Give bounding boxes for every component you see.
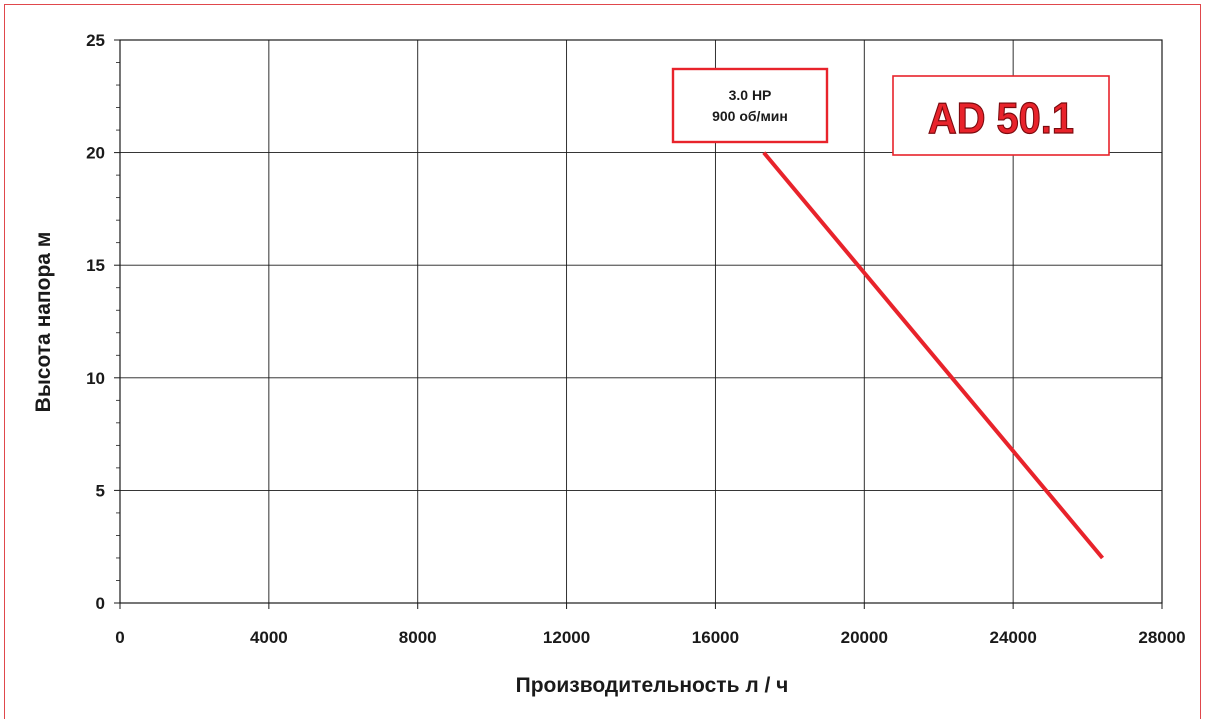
x-tick-label: 0 (115, 628, 124, 647)
x-tick-label: 20000 (841, 628, 888, 647)
y-tick-label: 5 (96, 481, 105, 500)
y-tick-label: 15 (86, 256, 105, 275)
x-tick-label: 4000 (250, 628, 288, 647)
y-tick-label: 25 (86, 31, 105, 50)
series-lines (762, 151, 1105, 560)
x-tick-labels: 0 4000 8000 12000 16000 20000 24000 28000 (115, 628, 1185, 647)
curve-label-speed: 900 об/мин (712, 108, 788, 124)
x-tick-label: 16000 (692, 628, 739, 647)
grid-lines (120, 40, 1162, 603)
curve-label-box: 3.0 HP 900 об/мин (671, 67, 829, 144)
y-axis-title: Высота напора м (32, 232, 55, 413)
y-tick-label: 0 (96, 594, 105, 613)
x-tick-label: 8000 (399, 628, 437, 647)
model-label: AD 50.1 (928, 94, 1074, 143)
x-tick-label: 12000 (543, 628, 590, 647)
model-label-box: AD 50.1 (892, 75, 1110, 156)
minor-ticks (114, 39, 1163, 609)
y-tick-label: 10 (86, 369, 105, 388)
x-tick-label: 28000 (1138, 628, 1185, 647)
page-frame (4, 4, 1201, 719)
y-tick-labels: 0 5 10 15 20 25 (86, 31, 105, 613)
series-line-0 (762, 151, 1105, 560)
curve-label-power: 3.0 HP (729, 87, 772, 103)
y-tick-label: 20 (86, 144, 105, 163)
plot-area-border (119, 39, 1163, 604)
x-axis-title: Производительность л / ч (516, 674, 789, 697)
x-tick-label: 24000 (990, 628, 1037, 647)
